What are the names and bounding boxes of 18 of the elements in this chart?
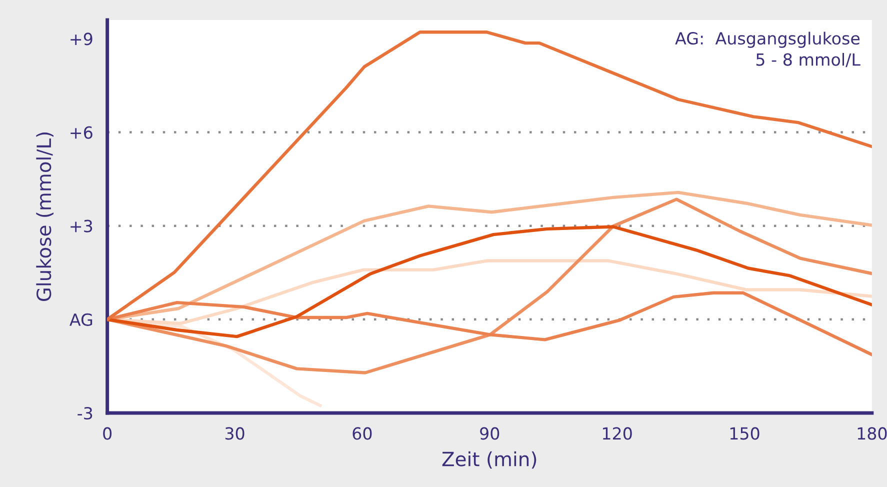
y-axis-title: Glukose (mmol/L)	[36, 132, 54, 302]
line-series	[107, 30, 872, 321]
x-tick-label: 120	[602, 427, 632, 440]
y-tick-label: +9	[70, 32, 92, 46]
y-tick-label: +6	[70, 126, 92, 139]
x-tick-label: 30	[225, 427, 244, 440]
x-tick-label: 150	[730, 427, 760, 440]
x-tick-label: 60	[352, 427, 372, 440]
line-series	[107, 225, 872, 338]
x-tick-label: 90	[480, 427, 500, 440]
x-axis-title: Zeit (min)	[442, 451, 536, 469]
x-tick-label: 180	[858, 427, 887, 440]
y-tick-label: +3	[70, 220, 92, 232]
y-tick-label: -3	[78, 406, 92, 420]
annotation: AG: Ausgangsglukose 5 - 8 mmol/L	[675, 32, 860, 68]
x-tick-label: 0	[103, 427, 112, 440]
y-tick-label: AG	[70, 313, 92, 326]
line-series	[107, 198, 872, 374]
